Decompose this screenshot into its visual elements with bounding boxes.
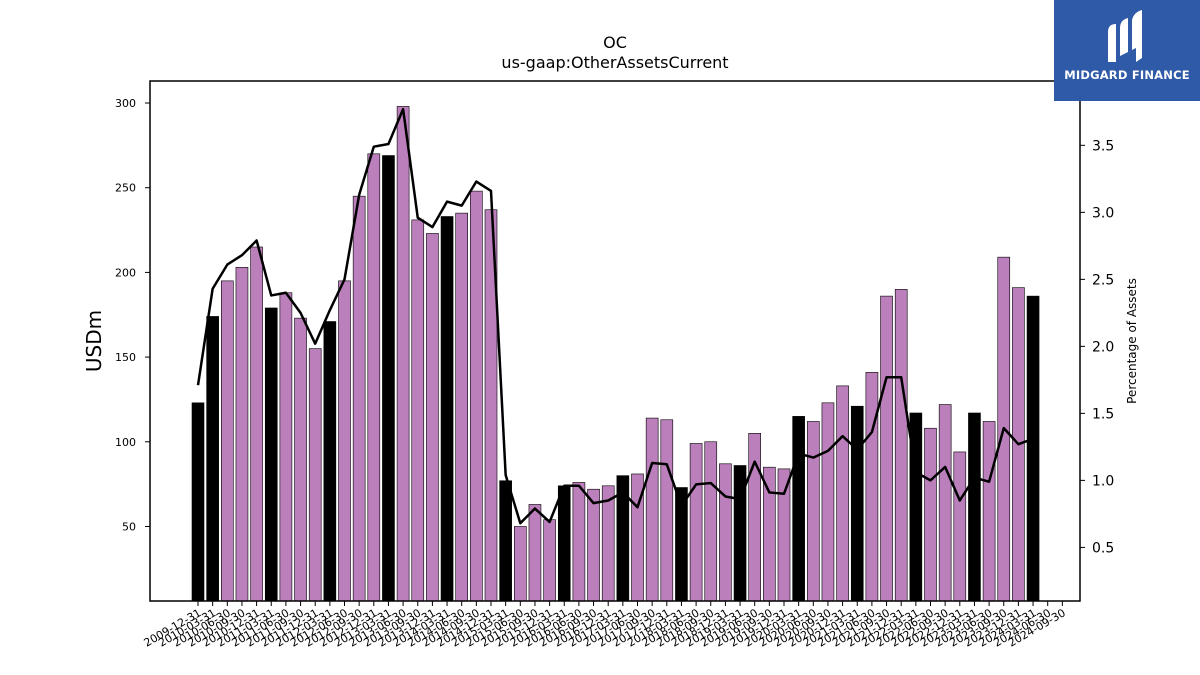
bar-2013-06-30 <box>396 106 410 602</box>
bar-2011-03-31 <box>264 307 278 602</box>
bar-2010-09-30 <box>235 267 249 602</box>
bar-2016-06-30 <box>572 482 586 602</box>
bar-2012-03-31 <box>323 321 337 602</box>
right-tick-label: 0.5 <box>1092 540 1114 556</box>
bar-2013-12-31 <box>426 233 439 602</box>
brand-logo: MIDGARD FINANCE <box>1054 0 1200 101</box>
left-y-axis: 50 100 150 200 250 300 <box>115 97 150 533</box>
bar-2022-12-31 <box>953 451 967 602</box>
bar-2018-09-30 <box>704 441 718 602</box>
percentage-of-assets-line <box>196 107 1034 525</box>
brand-name: MIDGARD FINANCE <box>1064 68 1190 82</box>
bar-2011-09-30 <box>294 317 307 602</box>
bar-2017-12-31 <box>660 419 674 602</box>
midgard-m-logo-icon <box>1108 10 1142 62</box>
bar-2022-06-30 <box>924 427 937 602</box>
bar-2018-06-30 <box>689 443 703 602</box>
bar-2015-06-30 <box>513 526 527 602</box>
right-y-axis: 0.5 1.0 1.5 2.0 2.5 3.0 3.5 <box>1080 138 1114 556</box>
bar-2012-09-30 <box>352 195 366 602</box>
bar-2021-12-31 <box>894 289 908 602</box>
bar-2016-12-31 <box>601 485 615 602</box>
bar-2015-03-31 <box>499 480 512 602</box>
bar-2016-03-31 <box>557 485 571 602</box>
left-tick-label: 150 <box>115 351 136 364</box>
bar-2012-06-30 <box>338 280 351 602</box>
x-axis: 2009-12-312010-03-312010-06-302010-09-30… <box>142 601 1068 650</box>
bar-2020-12-31 <box>836 385 849 602</box>
bar-2023-03-31 <box>968 412 981 602</box>
right-tick-label: 2.5 <box>1092 272 1114 288</box>
right-tick-label: 3.5 <box>1092 138 1114 154</box>
bar-2023-06-30 <box>982 421 996 602</box>
chart-title: OC <box>603 33 627 52</box>
bar-2016-09-30 <box>587 488 600 602</box>
bar-2024-03-31 <box>1026 295 1040 602</box>
right-tick-label: 1.0 <box>1092 473 1114 489</box>
bar-2014-06-30 <box>455 212 469 602</box>
bar-2018-12-31 <box>719 463 732 602</box>
bar-2015-12-31 <box>543 519 556 602</box>
left-tick-label: 300 <box>115 97 136 110</box>
chart-subtitle: us-gaap:OtherAssetsCurrent <box>501 53 728 72</box>
bar-2019-12-31 <box>777 468 791 602</box>
left-tick-label: 50 <box>122 520 136 533</box>
right-tick-label: 1.5 <box>1092 406 1114 422</box>
left-tick-label: 200 <box>115 266 136 279</box>
plot-frame <box>149 80 1081 602</box>
bar-2017-09-30 <box>645 417 659 602</box>
bar-2021-03-31 <box>850 405 864 602</box>
bar-2022-09-30 <box>938 404 952 602</box>
bar-2013-03-31 <box>382 155 395 602</box>
bar-2012-12-31 <box>367 153 381 602</box>
left-tick-label: 250 <box>115 182 136 195</box>
bar-2011-06-30 <box>279 292 293 602</box>
bar-2013-09-30 <box>411 219 425 602</box>
right-tick-label: 3.0 <box>1092 205 1114 221</box>
bar-2020-06-30 <box>806 421 820 602</box>
bar-series <box>191 106 1040 602</box>
bar-2020-03-31 <box>792 416 805 602</box>
bar-2009-12-31 <box>191 402 205 602</box>
bar-2019-06-30 <box>748 433 762 602</box>
right-tick-label: 2.0 <box>1092 339 1114 355</box>
bar-2021-09-30 <box>880 295 893 602</box>
bar-2010-03-31 <box>206 316 219 602</box>
y-axis-label: USDm <box>82 310 106 372</box>
bar-2019-09-30 <box>763 466 776 602</box>
left-tick-label: 100 <box>115 436 136 449</box>
bar-2014-03-31 <box>440 216 454 602</box>
bar-2010-12-31 <box>250 246 263 602</box>
bar-2010-06-30 <box>221 280 234 602</box>
bar-2014-09-30 <box>470 190 483 602</box>
bar-2021-06-30 <box>865 372 879 602</box>
y2-axis-label: Percentage of Assets <box>1125 278 1139 404</box>
bar-2020-09-30 <box>821 402 835 602</box>
bar-2015-09-30 <box>528 504 542 602</box>
bar-2011-12-31 <box>308 348 322 602</box>
